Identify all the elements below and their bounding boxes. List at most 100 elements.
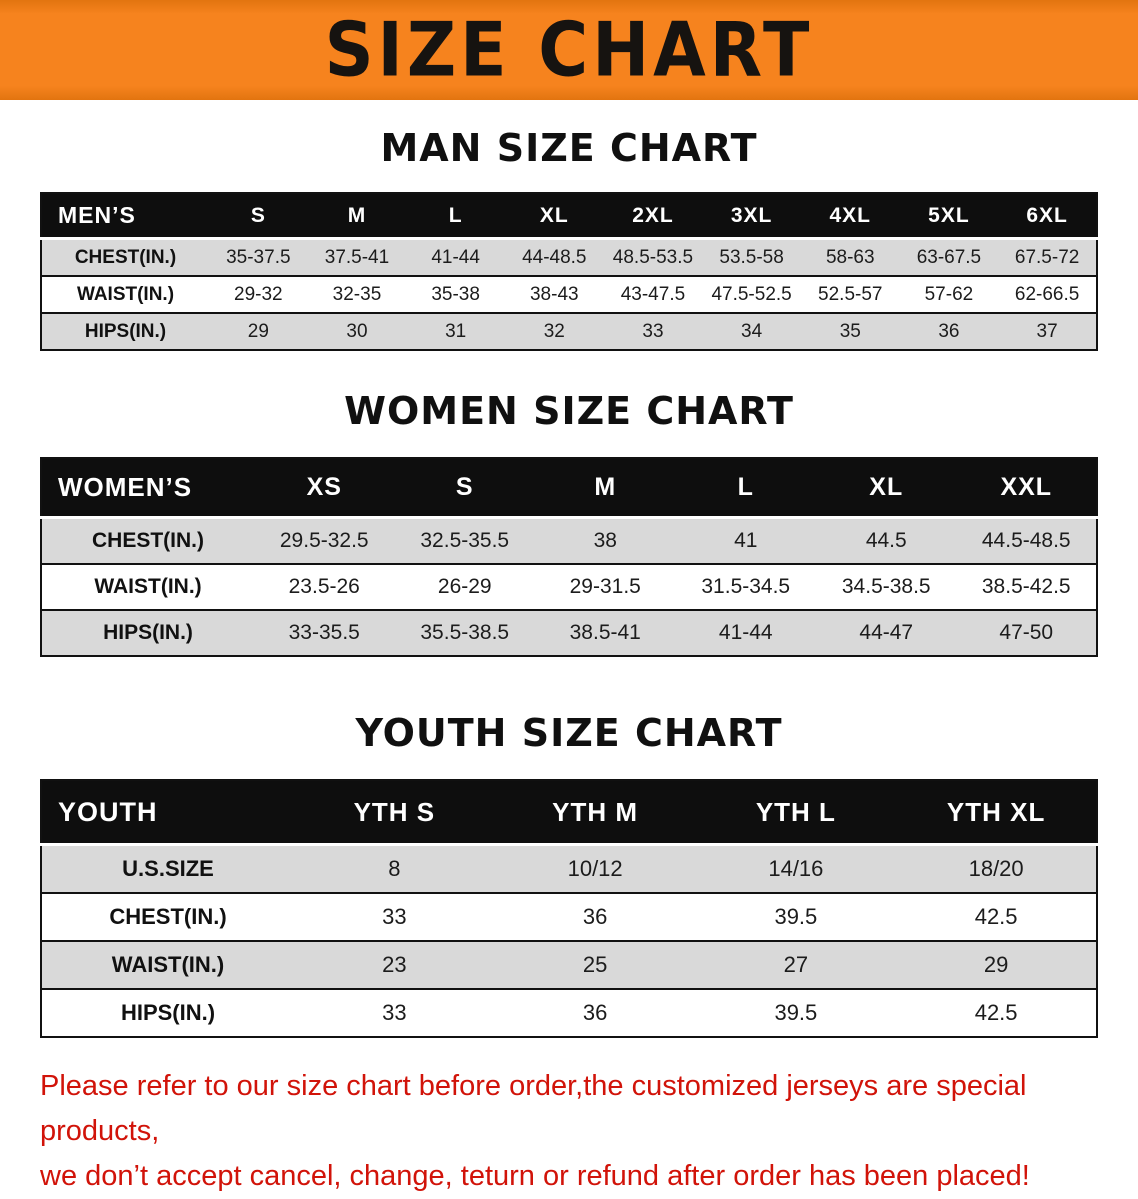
value-cell: 39.5: [695, 988, 897, 1037]
banner-title: SIZE CHART: [324, 6, 814, 94]
value-cell: 67.5-72: [998, 237, 1097, 276]
table-row: WAIST(IN.) 29-32 32-35 35-38 38-43 43-47.5 47.…: [41, 275, 1097, 313]
value-cell: 52.5-57: [800, 275, 900, 313]
table-header-row: MEN’S S M L XL 2XL 3XL 4XL 5XL 6XL: [41, 193, 1097, 240]
youth-size-table: YOUTH YTH S YTH M YTH L YTH XL U.S.SIZE 8 10/12…: [40, 779, 1098, 1038]
value-cell: 38-43: [504, 275, 604, 313]
row-label-cell: WAIST(IN.): [41, 940, 294, 989]
row-label-cell: CHEST(IN.): [41, 516, 254, 564]
size-header-cell: XL: [504, 193, 604, 240]
value-cell: 35.5-38.5: [394, 609, 535, 656]
table-row: CHEST(IN.) 33 36 39.5 42.5: [41, 892, 1097, 941]
value-cell: 39.5: [695, 892, 897, 941]
men-section-heading: MAN SIZE CHART: [380, 126, 758, 170]
value-cell: 29: [896, 940, 1097, 989]
table-title-cell: WOMEN’S: [41, 458, 254, 519]
value-cell: 36: [494, 988, 696, 1037]
value-cell: 48.5-53.5: [603, 237, 703, 276]
value-cell: 27: [695, 940, 897, 989]
value-cell: 38: [535, 516, 676, 564]
women-size-section: WOMEN SIZE CHART WOMEN’S XS S M L XL XXL CHEST(…: [0, 351, 1138, 657]
value-cell: 29-31.5: [535, 563, 676, 610]
size-header-cell: 3XL: [702, 193, 801, 240]
value-cell: 35: [800, 312, 900, 350]
table-title-cell: YOUTH: [41, 780, 294, 846]
value-cell: 41-44: [675, 609, 816, 656]
value-cell: 23.5-26: [254, 563, 395, 610]
value-cell: 10/12: [494, 843, 696, 893]
value-cell: 32-35: [307, 275, 407, 313]
value-cell: 14/16: [695, 843, 897, 893]
row-label-cell: HIPS(IN.): [41, 988, 294, 1037]
men-size-section: MAN SIZE CHART MEN’S S M L XL 2XL 3XL 4XL 5XL 6XL…: [0, 100, 1138, 351]
value-cell: 36: [494, 892, 696, 941]
value-cell: 41-44: [406, 237, 505, 276]
value-cell: 30: [307, 312, 407, 350]
value-cell: 47-50: [956, 609, 1097, 656]
size-header-cell: S: [209, 193, 308, 240]
value-cell: 34.5-38.5: [816, 563, 957, 610]
value-cell: 44-48.5: [504, 237, 604, 276]
value-cell: 58-63: [800, 237, 900, 276]
size-header-cell: YTH S: [294, 780, 495, 846]
value-cell: 8: [294, 843, 495, 893]
value-cell: 42.5: [896, 892, 1097, 941]
row-label-cell: CHEST(IN.): [41, 237, 209, 276]
row-label-cell: WAIST(IN.): [41, 563, 254, 610]
value-cell: 63-67.5: [899, 237, 999, 276]
size-header-cell: 4XL: [800, 193, 900, 240]
men-size-table: MEN’S S M L XL 2XL 3XL 4XL 5XL 6XL CHEST(IN.) 35-37…: [40, 192, 1098, 351]
row-label-cell: HIPS(IN.): [41, 609, 254, 656]
size-header-cell: XS: [254, 458, 395, 519]
value-cell: 35-38: [406, 275, 505, 313]
value-cell: 31.5-34.5: [675, 563, 816, 610]
table-row: WAIST(IN.) 23.5-26 26-29 29-31.5 31.5-34.5 34…: [41, 563, 1097, 610]
value-cell: 33: [294, 988, 495, 1037]
table-header-row: YOUTH YTH S YTH M YTH L YTH XL: [41, 780, 1097, 846]
table-row: CHEST(IN.) 29.5-32.5 32.5-35.5 38 41 44.5 44.5…: [41, 516, 1097, 564]
size-header-cell: YTH XL: [896, 780, 1097, 846]
value-cell: 44-47: [816, 609, 957, 656]
value-cell: 29: [209, 312, 308, 350]
value-cell: 53.5-58: [702, 237, 801, 276]
value-cell: 31: [406, 312, 505, 350]
size-header-cell: 5XL: [899, 193, 999, 240]
value-cell: 42.5: [896, 988, 1097, 1037]
table-row: HIPS(IN.) 33 36 39.5 42.5: [41, 988, 1097, 1037]
value-cell: 33: [294, 892, 495, 941]
disclaimer-line-1: Please refer to our size chart before or…: [40, 1070, 1027, 1147]
size-chart-banner: SIZE CHART: [0, 0, 1138, 100]
size-header-cell: L: [406, 193, 505, 240]
youth-section-heading: YOUTH SIZE CHART: [355, 711, 783, 755]
table-title-cell: MEN’S: [41, 193, 209, 240]
row-label-cell: U.S.SIZE: [41, 843, 294, 893]
value-cell: 43-47.5: [603, 275, 703, 313]
table-row: HIPS(IN.) 29 30 31 32 33 34 35 36 37: [41, 312, 1097, 350]
value-cell: 23: [294, 940, 495, 989]
value-cell: 25: [494, 940, 696, 989]
value-cell: 62-66.5: [998, 275, 1097, 313]
table-row: HIPS(IN.) 33-35.5 35.5-38.5 38.5-41 41-44 44-…: [41, 609, 1097, 656]
value-cell: 44.5: [816, 516, 957, 564]
value-cell: 41: [675, 516, 816, 564]
row-label-cell: CHEST(IN.): [41, 892, 294, 941]
row-label-cell: WAIST(IN.): [41, 275, 209, 313]
size-header-cell: XL: [816, 458, 957, 519]
size-header-cell: M: [535, 458, 676, 519]
value-cell: 26-29: [394, 563, 535, 610]
value-cell: 34: [702, 312, 801, 350]
value-cell: 33-35.5: [254, 609, 395, 656]
women-size-table: WOMEN’S XS S M L XL XXL CHEST(IN.) 29.5-32.5 32.5…: [40, 457, 1098, 657]
value-cell: 33: [603, 312, 703, 350]
women-section-heading: WOMEN SIZE CHART: [344, 389, 794, 433]
value-cell: 32: [504, 312, 604, 350]
value-cell: 57-62: [899, 275, 999, 313]
value-cell: 18/20: [896, 843, 1097, 893]
value-cell: 37.5-41: [307, 237, 407, 276]
size-header-cell: L: [675, 458, 816, 519]
value-cell: 47.5-52.5: [702, 275, 801, 313]
size-header-cell: YTH L: [695, 780, 897, 846]
size-header-cell: S: [394, 458, 535, 519]
row-label-cell: HIPS(IN.): [41, 312, 209, 350]
size-header-cell: XXL: [956, 458, 1097, 519]
